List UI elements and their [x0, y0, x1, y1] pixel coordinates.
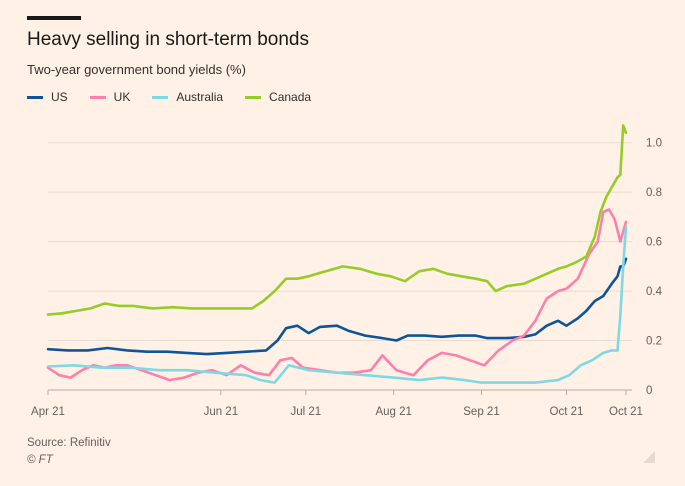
series-line-canada [46, 124, 628, 316]
legend-item-australia: Australia [152, 90, 223, 104]
chart-legend: US UK Australia Canada [27, 89, 333, 105]
legend-swatch-us [27, 95, 43, 99]
legend-swatch-uk [89, 95, 106, 99]
series-line-us [46, 257, 628, 356]
y-tick-label: 0.2 [646, 336, 662, 348]
chart-title: Heavy selling in short-term bonds [27, 29, 309, 50]
legend-swatch-australia [152, 95, 169, 99]
y-tick-label: 0.4 [646, 286, 663, 298]
x-tick-label: Oct 21 [609, 406, 643, 418]
y-axis-tick-labels: 0 0.2 0.4 0.6 0.8 1.0 [646, 138, 663, 397]
y-tick-label: 0 [646, 385, 652, 397]
chart-credit: © FT [27, 454, 53, 466]
legend-swatch-canada [245, 95, 262, 99]
legend-label-uk: UK [113, 90, 131, 104]
series-line-uk [46, 208, 628, 382]
chart-source: Source: Refinitiv [27, 437, 111, 449]
x-tick-label: Apr 21 [31, 406, 65, 418]
y-tick-label: 0.8 [646, 187, 662, 199]
legend-item-canada: Canada [245, 90, 311, 104]
x-tick-label: Oct 21 [550, 406, 584, 418]
y-tick-label: 1.0 [646, 138, 662, 150]
legend-label-australia: Australia [176, 90, 224, 104]
x-tick-label: Aug 21 [375, 406, 411, 418]
legend-item-uk: UK [89, 90, 131, 104]
series-line-australia [46, 225, 628, 384]
x-tick-label: Jun 21 [204, 406, 239, 418]
x-axis-ticks: Apr 21 Jun 21 Jul 21 Aug 21 Sep 21 Oct 21 Oct … [31, 390, 643, 418]
corner-fold-icon [643, 451, 655, 463]
chart-subtitle: Two-year government bond yields (%) [27, 62, 246, 77]
x-tick-label: Sep 21 [463, 406, 499, 418]
x-tick-label: Jul 21 [290, 406, 321, 418]
y-tick-label: 0.6 [646, 237, 662, 249]
chart-gridlines [48, 142, 632, 391]
ft-title-bar [27, 16, 81, 20]
legend-label-us: US [51, 90, 68, 104]
legend-item-us: US [27, 90, 68, 104]
chart-series-lines [46, 124, 628, 384]
legend-label-canada: Canada [269, 90, 312, 104]
